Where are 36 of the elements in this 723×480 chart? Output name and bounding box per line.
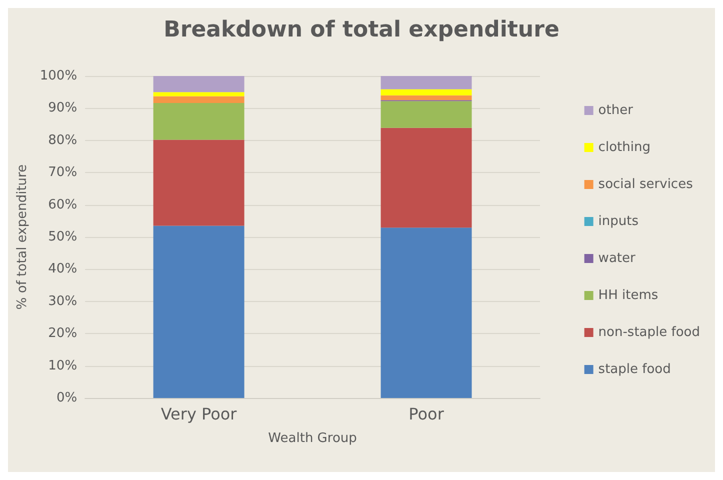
- bar: [380, 89, 472, 96]
- y-tick-label: 0%: [56, 390, 78, 406]
- legend-label: social services: [598, 177, 694, 192]
- x-axis-title: Wealth Group: [268, 431, 357, 446]
- y-tick-label: 30%: [48, 294, 78, 309]
- bar: [380, 228, 472, 398]
- y-tick-label: 100%: [40, 68, 78, 84]
- bar: [380, 76, 472, 90]
- y-tick-label: 10%: [48, 358, 78, 374]
- y-tick-label: 40%: [48, 262, 78, 277]
- bar: [153, 103, 244, 140]
- y-tick-label: 80%: [48, 132, 78, 148]
- legend-label: inputs: [598, 214, 639, 229]
- y-axis-title: % of total expenditure: [15, 164, 30, 310]
- y-tick-label: 60%: [48, 197, 78, 212]
- x-tick-label: Very Poor: [160, 404, 238, 424]
- legend-label: HH items: [598, 288, 658, 303]
- bar: [153, 92, 244, 96]
- bar: [153, 76, 244, 92]
- y-tick-label: 50%: [48, 230, 78, 244]
- chart-title: Breakdown of total expenditure: [164, 18, 560, 42]
- legend-label: other: [598, 103, 634, 118]
- bar: [380, 95, 472, 100]
- bar: [380, 101, 472, 128]
- x-tick-label: Poor: [408, 404, 444, 424]
- legend-label: non-staple food: [598, 325, 700, 340]
- legend-label: water: [598, 251, 636, 266]
- bar: [153, 226, 244, 398]
- y-tick-label: 70%: [48, 165, 78, 180]
- y-tick-label: 20%: [48, 326, 78, 342]
- legend-label: clothing: [598, 140, 650, 155]
- bar: [153, 140, 244, 226]
- bar: [380, 128, 472, 228]
- y-tick-label: 90%: [48, 100, 78, 116]
- legend-label: staple food: [598, 362, 671, 377]
- bar: [153, 96, 244, 104]
